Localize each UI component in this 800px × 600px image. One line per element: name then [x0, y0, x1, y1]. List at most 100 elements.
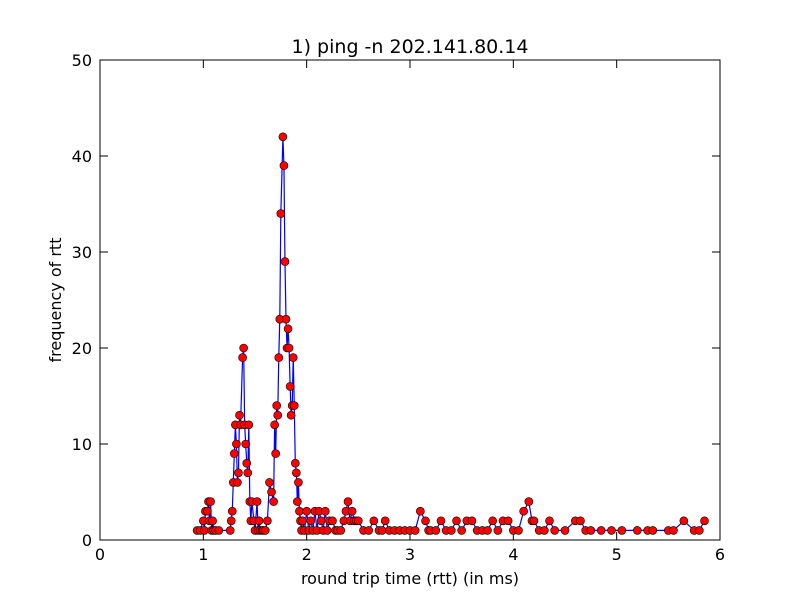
- marker: [452, 516, 461, 526]
- marker: [576, 516, 585, 526]
- marker: [214, 526, 224, 535]
- marker: [436, 516, 446, 526]
- marker: [286, 410, 296, 420]
- marker: [206, 497, 215, 506]
- marker: [488, 516, 497, 526]
- marker: [272, 401, 282, 410]
- marker: [234, 468, 243, 478]
- x-axis-label: round trip time (rtt) (in ms): [301, 569, 519, 588]
- marker: [273, 410, 283, 420]
- marker: [243, 468, 253, 478]
- marker: [421, 516, 430, 526]
- marker: [244, 420, 254, 430]
- marker: [226, 516, 236, 526]
- marker: [416, 506, 425, 516]
- y-tick-label: 0: [82, 531, 92, 550]
- marker: [540, 526, 549, 535]
- marker: [354, 516, 363, 526]
- marker: [320, 506, 330, 516]
- marker: [225, 526, 235, 535]
- marker: [302, 506, 311, 516]
- marker: [276, 209, 286, 218]
- marker: [328, 516, 337, 526]
- marker: [586, 526, 596, 535]
- x-tick-label: 2: [302, 545, 312, 564]
- marker: [607, 526, 616, 535]
- marker: [233, 478, 242, 487]
- marker: [380, 516, 390, 526]
- marker: [483, 526, 492, 535]
- marker: [431, 526, 441, 535]
- marker: [457, 526, 466, 535]
- marker: [239, 343, 248, 353]
- marker: [695, 526, 704, 535]
- x-tick-label: 1: [198, 545, 208, 564]
- marker: [289, 401, 299, 410]
- chart-title: 1) ping -n 202.141.80.14: [292, 36, 529, 58]
- marker: [633, 526, 642, 535]
- x-tick-label: 0: [95, 545, 105, 564]
- y-tick-label: 40: [72, 147, 92, 166]
- marker: [669, 526, 678, 535]
- x-tick-label: 4: [508, 545, 518, 564]
- x-tick-label: 5: [612, 545, 622, 564]
- marker: [288, 353, 298, 362]
- marker: [238, 353, 247, 362]
- marker: [529, 516, 539, 526]
- marker: [369, 516, 379, 526]
- marker: [519, 506, 528, 516]
- marker: [200, 526, 209, 535]
- marker: [447, 526, 456, 535]
- marker: [364, 526, 373, 535]
- marker: [524, 497, 534, 506]
- marker: [242, 458, 252, 468]
- marker: [285, 382, 295, 391]
- marker: [227, 506, 237, 516]
- marker: [343, 497, 353, 506]
- marker: [700, 516, 709, 526]
- marker: [493, 526, 503, 535]
- marker: [203, 506, 212, 516]
- y-tick-label: 10: [72, 435, 92, 454]
- marker: [377, 526, 387, 535]
- marker: [232, 439, 241, 449]
- marker: [283, 324, 293, 334]
- marker: [410, 526, 420, 535]
- y-tick-label: 30: [72, 243, 92, 262]
- marker: [274, 353, 284, 362]
- marker: [235, 410, 244, 420]
- marker: [293, 497, 302, 506]
- marker: [271, 449, 280, 458]
- marker: [252, 497, 262, 506]
- marker: [648, 526, 658, 535]
- marker: [467, 516, 477, 526]
- marker: [550, 526, 559, 535]
- marker: [270, 420, 279, 430]
- marker: [261, 526, 270, 535]
- marker: [347, 506, 357, 516]
- marker: [254, 516, 264, 526]
- y-tick-label: 50: [72, 51, 92, 70]
- marker: [284, 343, 294, 353]
- marker: [208, 516, 217, 526]
- marker: [336, 526, 346, 535]
- marker: [290, 458, 300, 468]
- marker: [279, 161, 289, 170]
- marker: [560, 526, 570, 535]
- marker: [617, 526, 627, 535]
- x-tick-label: 6: [715, 545, 725, 564]
- marker: [281, 314, 291, 324]
- marker: [241, 439, 250, 449]
- marker: [679, 516, 689, 526]
- marker: [545, 516, 554, 526]
- marker: [316, 516, 326, 526]
- marker: [269, 497, 278, 506]
- y-tick-label: 20: [72, 339, 92, 358]
- marker: [295, 506, 304, 516]
- marker: [230, 449, 239, 458]
- marker: [265, 478, 274, 487]
- marker: [280, 257, 290, 266]
- marker: [267, 487, 276, 497]
